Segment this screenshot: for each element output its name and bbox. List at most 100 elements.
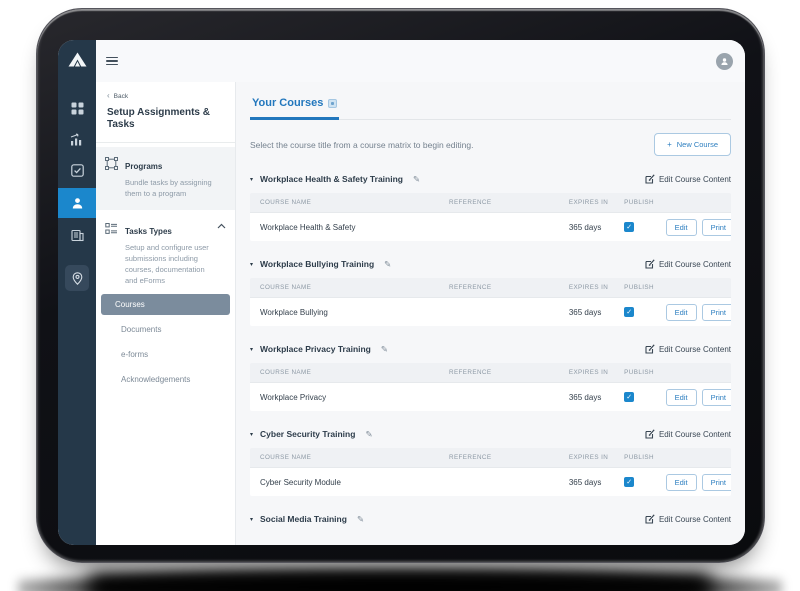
rename-pencil-icon[interactable]: ✎ <box>356 513 365 524</box>
print-button[interactable]: Print <box>701 218 731 236</box>
edit-course-content-link[interactable]: Edit Course Content <box>645 174 731 184</box>
section-header: ▾ Workplace Privacy Training ✎ Edit Cour… <box>250 342 731 356</box>
hamburger-menu-icon[interactable] <box>106 54 118 67</box>
cell-course-name: Cyber Security Module <box>260 477 341 487</box>
back-label: Back <box>113 92 129 100</box>
topbar <box>96 40 745 82</box>
publish-checkbox[interactable]: ✓ <box>624 307 635 317</box>
plus-icon: + <box>667 139 672 149</box>
sidebar-divider <box>96 142 235 143</box>
sidebar-item-reports[interactable] <box>58 125 96 153</box>
print-button[interactable]: Print <box>701 303 731 321</box>
section-title: Workplace Privacy Training <box>260 344 371 354</box>
user-avatar-icon <box>721 57 728 65</box>
edit-course-content-link[interactable]: Edit Course Content <box>645 259 731 269</box>
column-header: EXPIRES IN <box>568 199 609 206</box>
tab-your-courses[interactable]: Your Courses <box>250 97 340 120</box>
publish-checkbox[interactable]: ✓ <box>624 392 635 402</box>
chevron-up-icon[interactable] <box>217 221 226 229</box>
course-row: Workplace Privacy 365 days ✓ Edit Print <box>250 383 731 411</box>
column-header: PUBLISH <box>624 454 654 461</box>
cell-course-name: Workplace Bullying <box>260 307 328 317</box>
task-types-description: Setup and configure user submissions inc… <box>125 242 209 286</box>
collapse-caret-icon[interactable]: ▾ <box>250 176 254 183</box>
collapse-caret-icon[interactable]: ▾ <box>250 516 254 523</box>
courses-tab-badge-icon <box>328 98 338 108</box>
collapse-caret-icon[interactable]: ▾ <box>250 346 254 353</box>
collapse-caret-icon[interactable]: ▾ <box>250 261 254 268</box>
back-link[interactable]: ‹ Back <box>96 92 235 100</box>
publish-checkbox[interactable]: ✓ <box>624 222 635 232</box>
collapse-caret-icon[interactable]: ▾ <box>250 431 254 438</box>
edit-button[interactable]: Edit <box>665 303 697 321</box>
courses-table: COURSE NAME REFERENCE EXPIRES IN PUBLISH Cy… <box>250 448 731 496</box>
edit-course-content-label: Edit Course Content <box>658 259 731 269</box>
sidebar-item-company[interactable] <box>58 221 96 249</box>
tablet-screen: ‹ Back Setup Assignments & Tasks <box>58 40 745 545</box>
edit-course-content-link[interactable]: Edit Course Content <box>645 514 731 524</box>
cell-expires-in: 365 days <box>568 307 602 317</box>
sidebar-item-task-types[interactable]: Tasks Types Setup and configure user sub… <box>96 211 235 291</box>
edit-button[interactable]: Edit <box>665 218 697 236</box>
cell-expires-in: 365 days <box>568 222 602 232</box>
rename-pencil-icon[interactable]: ✎ <box>412 173 421 184</box>
edit-course-content-link[interactable]: Edit Course Content <box>645 344 731 354</box>
section-header: ▾ Social Media Training ✎ Edit Course Co… <box>250 512 731 526</box>
course-section: ▾ Cyber Security Training ✎ Edit Course … <box>250 427 731 496</box>
column-header: EXPIRES IN <box>568 369 609 376</box>
sidebar-item-locations[interactable] <box>65 265 89 291</box>
sidebar-item-dashboard[interactable] <box>58 94 96 122</box>
table-body: Cyber Security Module 365 days ✓ Edit Pr… <box>250 468 731 496</box>
column-header: COURSE NAME <box>260 199 312 206</box>
section-title: Workplace Health & Safety Training <box>260 174 403 184</box>
new-course-button[interactable]: + New Course <box>654 133 731 156</box>
course-section: ▾ Workplace Privacy Training ✎ Edit Cour… <box>250 342 731 411</box>
publish-checkbox[interactable]: ✓ <box>624 477 635 487</box>
edit-box-icon <box>645 514 655 524</box>
sidebar-item-acknowledgements[interactable]: Acknowledgements <box>121 374 191 384</box>
edit-button[interactable]: Edit <box>665 388 697 406</box>
sidebar-item-courses[interactable]: Courses <box>101 293 230 315</box>
app-panel: ‹ Back Setup Assignments & Tasks <box>96 40 745 545</box>
edit-course-content-link[interactable]: Edit Course Content <box>645 429 731 439</box>
location-pin-icon <box>72 271 82 285</box>
tasks-checkbox-icon <box>70 163 84 177</box>
section-title: Cyber Security Training <box>260 429 356 439</box>
column-header: PUBLISH <box>624 284 654 291</box>
print-button[interactable]: Print <box>701 388 731 406</box>
edit-course-content-label: Edit Course Content <box>658 429 731 439</box>
print-button[interactable]: Print <box>701 473 731 491</box>
reports-chart-icon <box>70 132 82 145</box>
edit-button[interactable]: Edit <box>665 473 697 491</box>
edit-course-content-label: Edit Course Content <box>658 344 731 354</box>
column-header: EXPIRES IN <box>568 284 609 291</box>
cell-expires-in: 365 days <box>568 392 602 402</box>
sidebar-item-eforms[interactable]: e-forms <box>121 349 149 359</box>
user-avatar[interactable] <box>716 52 733 70</box>
main-content: Your Courses Select the course title fro… <box>236 82 745 545</box>
cell-expires-in: 365 days <box>568 477 602 487</box>
course-row: Workplace Health & Safety 365 days ✓ Edi… <box>250 213 731 241</box>
rename-pencil-icon[interactable]: ✎ <box>380 343 389 354</box>
sidebar-item-programs[interactable]: Programs Bundle tasks by assigning them … <box>96 147 235 210</box>
rename-pencil-icon[interactable]: ✎ <box>365 428 373 439</box>
courses-table: COURSE NAME REFERENCE EXPIRES IN PUBLISH Wo… <box>250 193 731 241</box>
programs-description: Bundle tasks by assigning them to a prog… <box>125 178 212 199</box>
task-types-list-icon <box>105 221 118 235</box>
sidebar-item-documents[interactable]: Documents <box>121 324 162 334</box>
primary-nav-rail <box>58 40 96 545</box>
column-header: COURSE NAME <box>260 454 312 461</box>
page-title: Setup Assignments & Tasks <box>107 107 210 130</box>
programs-frame-icon <box>105 156 118 170</box>
column-header: EXPIRES IN <box>568 454 609 461</box>
course-row: Cyber Security Module 365 days ✓ Edit Pr… <box>250 468 731 496</box>
edit-box-icon <box>645 259 655 269</box>
programs-label: Programs <box>125 162 163 171</box>
rename-pencil-icon[interactable]: ✎ <box>384 258 392 269</box>
mountain-logo-icon <box>68 52 86 66</box>
sidebar-item-tasks[interactable] <box>58 156 96 184</box>
sidebar-item-people[interactable] <box>58 188 96 218</box>
table-header-row: COURSE NAME REFERENCE EXPIRES IN PUBLISH <box>250 363 731 383</box>
course-sections: ▾ Workplace Health & Safety Training ✎ E… <box>250 172 731 526</box>
edit-box-icon <box>645 429 655 439</box>
